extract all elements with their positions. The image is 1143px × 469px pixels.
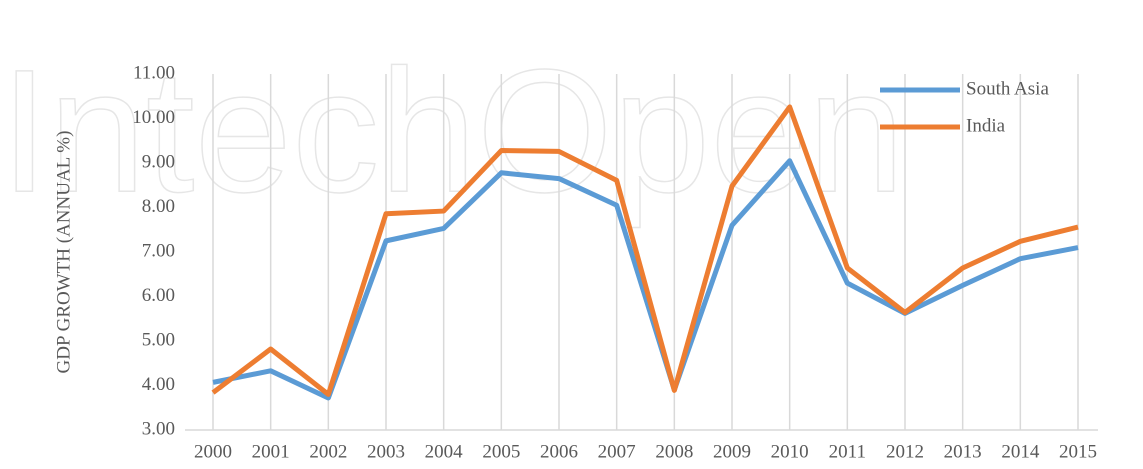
series-line	[212, 158, 1079, 401]
x-tick-label: 2004	[425, 441, 464, 462]
x-tick-label: 2006	[540, 441, 578, 462]
y-axis-label: GDP GROWTH (ANNUAL %)	[53, 131, 74, 374]
x-tick-label: 2013	[944, 441, 982, 462]
y-tick-label: 6.00	[142, 285, 175, 306]
y-tick-label: 8.00	[142, 196, 175, 217]
x-tick-label: 2002	[309, 441, 347, 462]
x-tick-label: 2007	[598, 441, 636, 462]
x-tick-label: 2014	[1001, 441, 1040, 462]
y-tick-label: 11.00	[133, 62, 175, 83]
x-tick-label: 2008	[655, 441, 693, 462]
y-tick-label: 9.00	[142, 151, 175, 172]
x-tick-label: 2011	[829, 441, 866, 462]
y-tick-label: 4.00	[142, 374, 175, 395]
x-tick-label: 2003	[367, 441, 405, 462]
y-tick-label: 3.00	[142, 418, 175, 439]
x-tick-label: 2000	[194, 441, 232, 462]
series-line	[211, 104, 1079, 397]
legend-label: India	[966, 115, 1006, 136]
x-tick-label: 2009	[713, 441, 751, 462]
legend-label: South Asia	[966, 78, 1049, 99]
x-tick-label: 2012	[886, 441, 924, 462]
y-tick-label: 10.00	[132, 107, 175, 128]
y-tick-label: 7.00	[142, 240, 175, 261]
y-tick-label: 5.00	[142, 329, 175, 350]
x-tick-label: 2005	[482, 441, 520, 462]
x-tick-label: 2015	[1059, 441, 1097, 462]
x-tick-label: 2010	[771, 441, 809, 462]
x-tick-label: 2001	[252, 441, 290, 462]
